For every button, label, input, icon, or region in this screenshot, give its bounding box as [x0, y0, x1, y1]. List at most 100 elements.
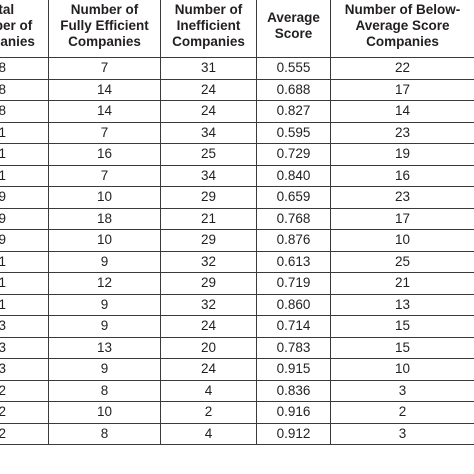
cell-inefficient: 24: [160, 100, 257, 123]
cell-total-companies: 12: [0, 379, 49, 402]
cell-inefficient: 29: [160, 229, 257, 252]
cell-total-companies: 41: [0, 272, 49, 295]
cell-total-companies: 33: [0, 358, 49, 381]
cell-total-companies: 12: [0, 401, 49, 424]
cell-average-score: 0.729: [256, 143, 331, 166]
cell-below-average: 16: [330, 164, 474, 187]
cell-inefficient: 4: [160, 379, 257, 402]
cell-inefficient: 20: [160, 336, 257, 359]
cell-average-score: 0.916: [256, 401, 331, 424]
cell-fully-efficient: 8: [48, 422, 161, 445]
cell-total-companies: 41: [0, 250, 49, 273]
cell-inefficient: 31: [160, 57, 257, 80]
cell-fully-efficient: 13: [48, 336, 161, 359]
cell-average-score: 0.719: [256, 272, 331, 295]
cell-below-average: 21: [330, 272, 474, 295]
cell-below-average: 23: [330, 186, 474, 209]
cell-inefficient: 24: [160, 315, 257, 338]
column-header-average-score: Average Score: [256, 0, 331, 58]
cell-average-score: 0.714: [256, 315, 331, 338]
cell-fully-efficient: 8: [48, 379, 161, 402]
cell-below-average: 23: [330, 121, 474, 144]
cell-total-companies: 41: [0, 293, 49, 316]
cell-fully-efficient: 10: [48, 401, 161, 424]
cell-average-score: 0.860: [256, 293, 331, 316]
cell-below-average: 15: [330, 315, 474, 338]
cell-inefficient: 34: [160, 121, 257, 144]
column-header-total-companies: Total Number of Companies: [0, 0, 49, 58]
cell-below-average: 25: [330, 250, 474, 273]
column-header-fully-efficient: Number of Fully Efficient Companies: [48, 0, 161, 58]
cell-below-average: 3: [330, 379, 474, 402]
header-row: Total Number of Companies Number of Full…: [0, 0, 474, 58]
cell-average-score: 0.595: [256, 121, 331, 144]
cell-total-companies: 33: [0, 315, 49, 338]
cell-average-score: 0.783: [256, 336, 331, 359]
cell-total-companies: 39: [0, 207, 49, 230]
cell-fully-efficient: 9: [48, 315, 161, 338]
cell-below-average: 22: [330, 57, 474, 80]
cell-average-score: 0.688: [256, 78, 331, 101]
cell-inefficient: 32: [160, 293, 257, 316]
cell-inefficient: 34: [160, 164, 257, 187]
table-header: Total Number of Companies Number of Full…: [0, 0, 474, 58]
cell-average-score: 0.555: [256, 57, 331, 80]
cell-fully-efficient: 9: [48, 293, 161, 316]
cell-average-score: 0.876: [256, 229, 331, 252]
cell-below-average: 14: [330, 100, 474, 123]
cell-fully-efficient: 10: [48, 229, 161, 252]
cell-inefficient: 2: [160, 401, 257, 424]
cell-average-score: 0.912: [256, 422, 331, 445]
cell-fully-efficient: 14: [48, 100, 161, 123]
cell-average-score: 0.836: [256, 379, 331, 402]
cell-total-companies: 39: [0, 229, 49, 252]
cell-below-average: 10: [330, 229, 474, 252]
cell-average-score: 0.768: [256, 207, 331, 230]
cell-average-score: 0.613: [256, 250, 331, 273]
efficiency-table: Total Number of Companies Number of Full…: [0, 0, 474, 445]
cell-inefficient: 32: [160, 250, 257, 273]
cell-inefficient: 4: [160, 422, 257, 445]
cell-fully-efficient: 14: [48, 78, 161, 101]
cell-average-score: 0.840: [256, 164, 331, 187]
cell-average-score: 0.827: [256, 100, 331, 123]
cell-total-companies: 33: [0, 336, 49, 359]
cell-below-average: 2: [330, 401, 474, 424]
cell-total-companies: 38: [0, 57, 49, 80]
cell-below-average: 13: [330, 293, 474, 316]
cell-fully-efficient: 7: [48, 164, 161, 187]
cell-total-companies: 39: [0, 186, 49, 209]
cell-fully-efficient: 16: [48, 143, 161, 166]
cell-inefficient: 29: [160, 272, 257, 295]
cell-inefficient: 24: [160, 78, 257, 101]
cell-total-companies: 12: [0, 422, 49, 445]
cell-average-score: 0.659: [256, 186, 331, 209]
cell-inefficient: 25: [160, 143, 257, 166]
column-header-inefficient: Number of Inefficient Companies: [160, 0, 257, 58]
cell-total-companies: 41: [0, 164, 49, 187]
cell-fully-efficient: 9: [48, 358, 161, 381]
cell-inefficient: 29: [160, 186, 257, 209]
cell-below-average: 19: [330, 143, 474, 166]
cell-fully-efficient: 7: [48, 57, 161, 80]
cell-total-companies: 41: [0, 121, 49, 144]
cell-total-companies: 38: [0, 78, 49, 101]
cell-below-average: 17: [330, 207, 474, 230]
cell-fully-efficient: 12: [48, 272, 161, 295]
